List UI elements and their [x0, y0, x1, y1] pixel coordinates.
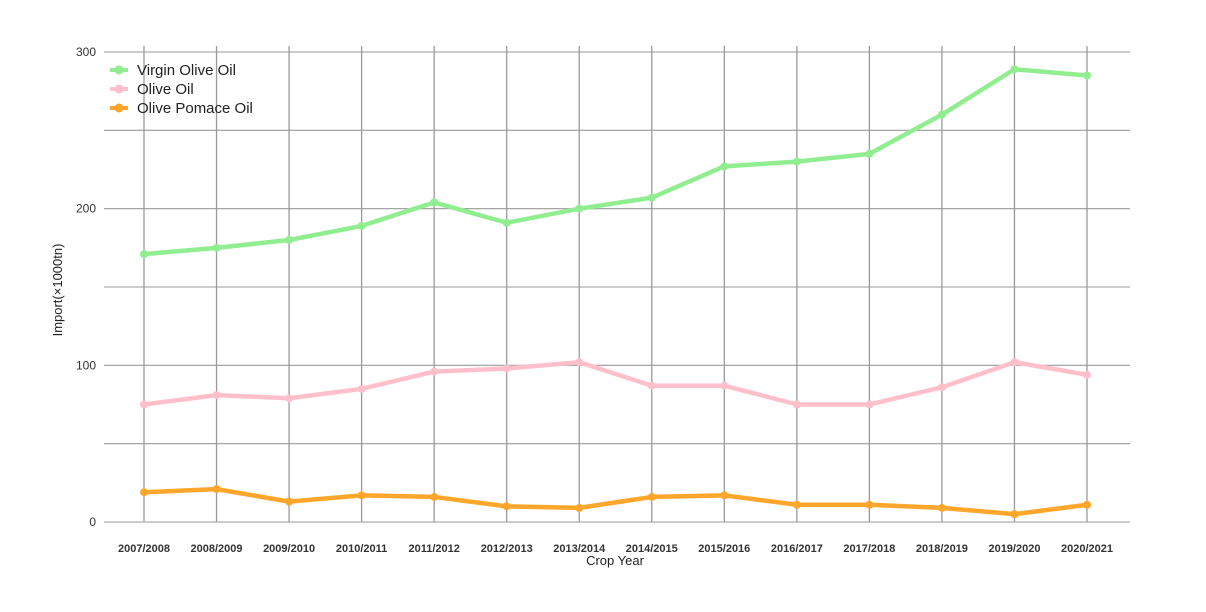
data-point: [575, 503, 584, 512]
series-layer: [140, 65, 1091, 519]
series-group: [140, 65, 1091, 259]
x-tick-label: 2014/2015: [626, 543, 678, 555]
data-point: [792, 400, 801, 409]
data-point: [140, 250, 148, 259]
x-tick-label: 2018/2019: [916, 543, 968, 555]
x-tick-label: 2013/2014: [553, 543, 606, 555]
data-point: [430, 367, 439, 376]
y-axis-ticks: 0 100 200 300: [76, 45, 96, 529]
data-point: [865, 149, 874, 158]
x-tick-label: 2009/2010: [263, 543, 315, 555]
series-group: [140, 358, 1091, 409]
data-point: [647, 492, 656, 501]
data-point: [357, 384, 366, 393]
data-point: [357, 491, 366, 500]
y-tick-label: 0: [89, 515, 96, 529]
x-tick-label: 2008/2009: [191, 543, 243, 555]
y-tick-label: 300: [76, 45, 96, 59]
x-tick-label: 2016/2017: [771, 543, 823, 555]
x-tick-label: 2020/2021: [1061, 543, 1113, 555]
series-line: [141, 66, 1090, 257]
data-point: [792, 500, 801, 509]
data-point: [502, 218, 511, 227]
data-point: [285, 497, 294, 506]
x-tick-label: 2012/2013: [481, 543, 533, 555]
data-point: [720, 491, 729, 500]
y-axis-title: Import(×1000tn): [50, 244, 65, 337]
data-point: [1083, 500, 1091, 509]
data-point: [502, 502, 511, 511]
data-point: [792, 157, 801, 166]
data-point: [285, 236, 294, 244]
legend-swatch-marker: [114, 65, 124, 75]
x-axis-title: Crop Year: [586, 553, 644, 568]
legend-swatch-marker: [114, 84, 124, 94]
legend-swatch-marker: [114, 103, 124, 113]
series-group: [140, 485, 1091, 519]
series-line: [141, 359, 1090, 407]
y-tick-label: 200: [76, 202, 96, 216]
data-point: [212, 243, 221, 252]
series-line: [141, 486, 1090, 517]
data-point: [937, 503, 946, 512]
data-point: [212, 485, 221, 494]
data-point: [357, 221, 366, 230]
x-tick-label: 2015/2016: [698, 543, 750, 555]
data-point: [1010, 358, 1019, 367]
legend-label: Olive Oil: [137, 81, 194, 98]
legend-label: Olive Pomace Oil: [137, 100, 253, 117]
data-point: [647, 193, 656, 202]
data-point: [575, 358, 584, 367]
x-tick-label: 2010/2011: [336, 543, 387, 555]
x-tick-label: 2019/2020: [988, 543, 1040, 555]
data-point: [285, 394, 294, 403]
data-point: [1010, 65, 1019, 74]
x-axis-ticks: 2007/2008 2008/2009 2009/2010 2010/2011 2011…: [118, 543, 1113, 555]
data-point: [1083, 71, 1091, 80]
data-point: [937, 110, 946, 119]
grid: [104, 46, 1130, 523]
legend: Virgin Olive Oil Olive Oil Olive Pomace Oi…: [110, 62, 253, 117]
data-point: [1010, 510, 1019, 519]
y-tick-label: 100: [76, 358, 96, 372]
data-point: [720, 381, 729, 390]
data-point: [865, 400, 874, 409]
data-point: [140, 400, 148, 409]
data-point: [212, 391, 221, 400]
data-point: [430, 492, 439, 501]
data-point: [720, 162, 729, 171]
data-point: [575, 204, 584, 213]
x-tick-label: 2011/2012: [408, 543, 459, 555]
data-point: [865, 500, 874, 509]
data-point: [430, 198, 439, 207]
data-point: [647, 381, 656, 390]
x-tick-label: 2017/2018: [843, 543, 895, 555]
data-point: [937, 383, 946, 392]
data-point: [140, 488, 148, 497]
data-point: [502, 364, 511, 373]
x-tick-label: 2007/2008: [118, 543, 170, 555]
data-point: [1083, 370, 1091, 379]
legend-label: Virgin Olive Oil: [137, 62, 236, 79]
